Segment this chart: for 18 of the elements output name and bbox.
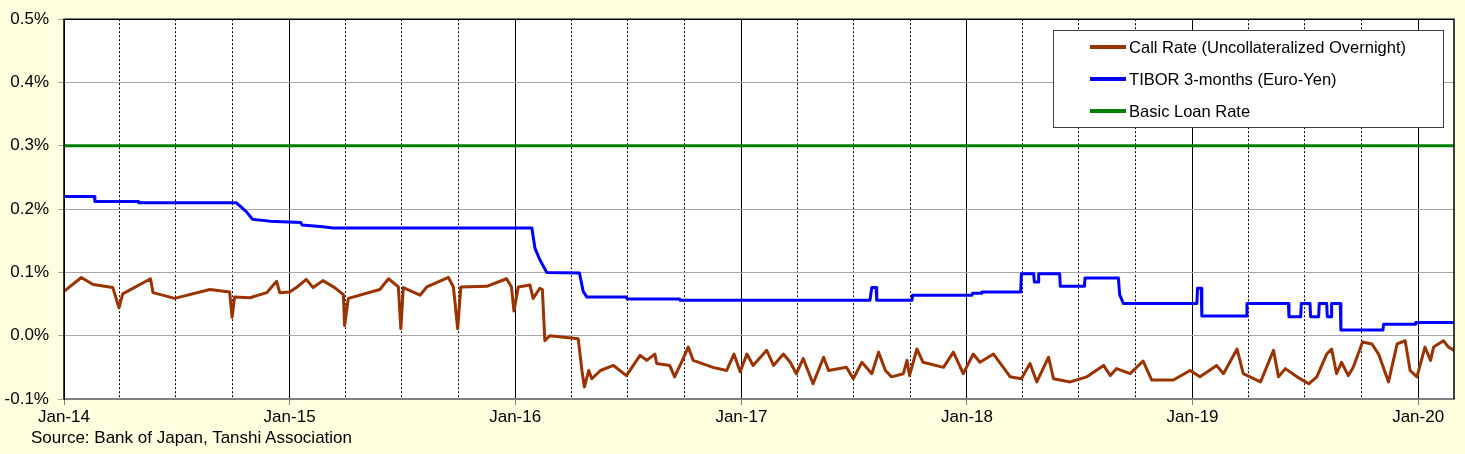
legend-label: Basic Loan Rate <box>1129 101 1251 121</box>
legend-label: TIBOR 3-months (Euro-Yen) <box>1129 69 1337 89</box>
x-tick-label: Jan-15 <box>263 406 316 426</box>
y-tick-label: -0.1% <box>4 388 49 408</box>
y-tick-label: 0.2% <box>10 198 49 218</box>
y-tick-label: 0.0% <box>10 325 49 345</box>
y-tick-label: 0.5% <box>10 8 49 28</box>
x-tick-label: Jan-18 <box>940 406 993 426</box>
y-tick-label: 0.3% <box>10 135 49 155</box>
source-note: Source: Bank of Japan, Tanshi Association <box>31 428 352 448</box>
y-tick-label: 0.1% <box>10 262 49 282</box>
x-tick-label: Jan-17 <box>715 406 768 426</box>
x-tick-label: Jan-16 <box>489 406 542 426</box>
legend-label: Call Rate (Uncollateralized Overnight) <box>1129 37 1406 57</box>
y-tick-label: 0.4% <box>10 72 49 92</box>
x-tick-label: Jan-20 <box>1392 406 1445 426</box>
x-tick-label: Jan-14 <box>38 406 90 426</box>
x-tick-label: Jan-19 <box>1166 406 1219 426</box>
